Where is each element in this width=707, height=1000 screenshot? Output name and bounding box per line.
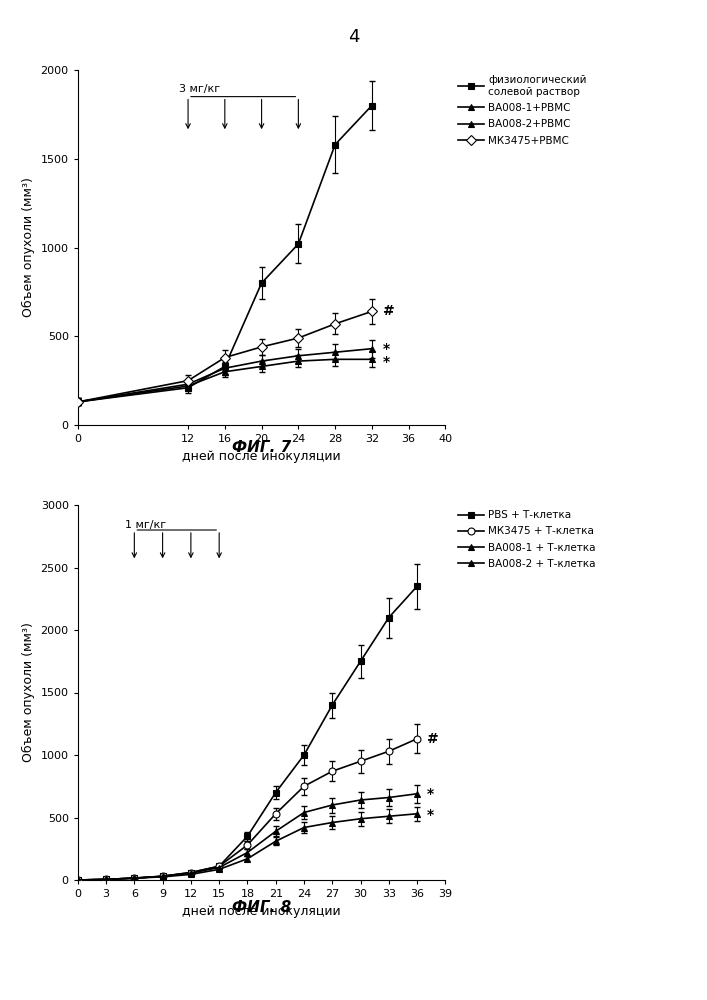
Text: #: #	[383, 304, 395, 318]
Text: 3 мг/кг: 3 мг/кг	[179, 84, 220, 94]
Text: *: *	[426, 808, 433, 822]
Text: ФИГ. 7: ФИГ. 7	[232, 440, 291, 455]
Legend: физиологический
солевой раствор, ВА008-1+PBMC, ВА008-2+PBMC, МК3475+PBMC: физиологический солевой раствор, ВА008-1…	[458, 75, 587, 146]
Text: ФИГ. 8: ФИГ. 8	[232, 900, 291, 915]
Legend: PBS + Т-клетка, МК3475 + Т-клетка, ВА008-1 + Т-клетка, ВА008-2 + Т-клетка: PBS + Т-клетка, МК3475 + Т-клетка, ВА008…	[458, 510, 596, 569]
Y-axis label: Объем опухоли (мм³): Объем опухоли (мм³)	[22, 178, 35, 317]
Text: #: #	[426, 732, 438, 746]
Y-axis label: Объем опухоли (мм³): Объем опухоли (мм³)	[22, 623, 35, 762]
Text: *: *	[426, 787, 433, 801]
Text: 4: 4	[348, 28, 359, 46]
Text: *: *	[383, 355, 390, 369]
Text: 1 мг/кг: 1 мг/кг	[125, 520, 166, 530]
X-axis label: дней после инокуляции: дней после инокуляции	[182, 450, 341, 463]
Text: *: *	[383, 342, 390, 356]
X-axis label: дней после инокуляции: дней после инокуляции	[182, 905, 341, 918]
